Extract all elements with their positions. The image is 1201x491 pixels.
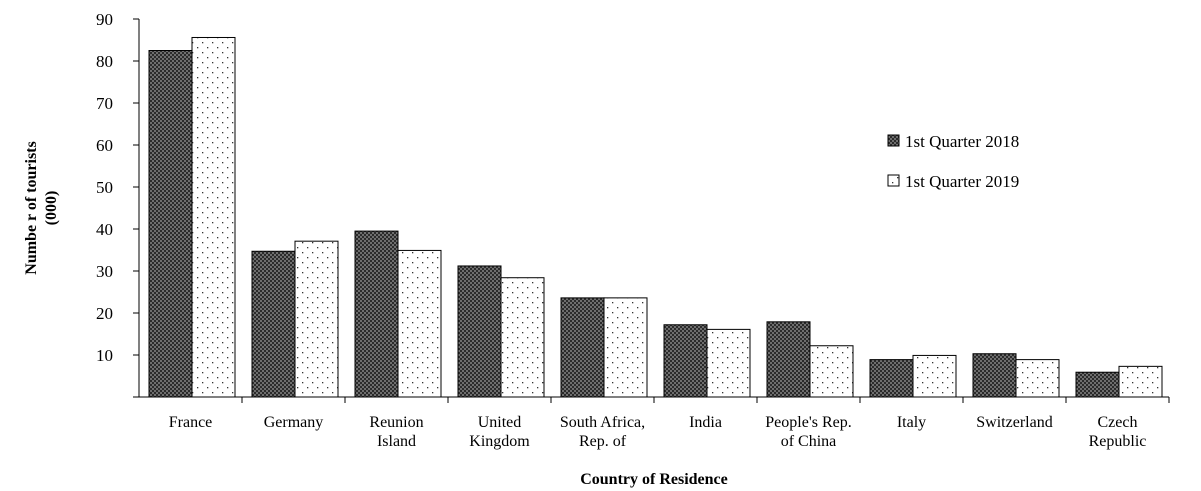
bar-2018-0	[149, 51, 192, 398]
x-axis-title: Country of Residence	[580, 471, 728, 488]
legend-swatch-2018	[888, 135, 899, 146]
y-axis-title: (000)	[43, 191, 60, 226]
bar-2018-4	[561, 298, 604, 397]
bar-2018-9	[1076, 372, 1119, 397]
bar-2018-2	[355, 231, 398, 397]
bar-2019-6	[810, 346, 853, 397]
x-tick-label: Rep. of	[579, 433, 627, 450]
bar-2019-1	[295, 241, 338, 397]
x-tick-label: Kingdom	[469, 433, 530, 450]
x-tick-label: France	[169, 414, 213, 431]
bar-2018-5	[664, 325, 707, 397]
bar-2019-3	[501, 278, 544, 397]
bar-2018-7	[870, 360, 913, 397]
legend-label-2018: 1st Quarter 2018	[905, 132, 1019, 151]
bar-2019-4	[604, 298, 647, 397]
bar-2019-2	[398, 250, 441, 397]
bar-2019-0	[192, 37, 235, 397]
x-tick-label: United	[478, 414, 522, 431]
bar-2019-7	[913, 355, 956, 397]
y-tick-label: 90	[96, 10, 113, 29]
x-tick-label: Reunion	[369, 414, 423, 431]
y-tick-label: 30	[96, 262, 113, 281]
bar-2019-8	[1016, 360, 1059, 397]
bar-2019-5	[707, 329, 750, 397]
bar-2018-1	[252, 251, 295, 397]
x-tick-label: Germany	[264, 414, 324, 431]
x-tick-label: of China	[781, 433, 837, 450]
y-tick-label: 70	[96, 94, 113, 113]
x-tick-label: Switzerland	[976, 414, 1052, 431]
y-axis-title: Numbe r of tourists	[23, 141, 40, 274]
x-tick-label: Republic	[1089, 433, 1147, 450]
x-tick-label: Czech	[1098, 414, 1138, 431]
x-tick-label: People's Rep.	[765, 414, 851, 431]
y-tick-label: 40	[96, 220, 113, 239]
y-tick-label: 60	[96, 136, 113, 155]
legend: 1st Quarter 2018 1st Quarter 2019	[888, 132, 1019, 191]
bar-2018-8	[973, 354, 1016, 397]
y-tick-label: 10	[96, 346, 113, 365]
bars-layer	[149, 37, 1162, 397]
y-tick-label: 20	[96, 304, 113, 323]
x-tick-label: South Africa,	[560, 414, 645, 431]
x-tick-label: Italy	[897, 414, 926, 431]
bar-2018-6	[767, 322, 810, 397]
bar-2019-9	[1119, 366, 1162, 397]
x-tick-label: Island	[377, 433, 416, 450]
x-tick-label: India	[689, 414, 722, 431]
legend-swatch-2019	[888, 175, 899, 186]
y-tick-label: 50	[96, 178, 113, 197]
legend-label-2019: 1st Quarter 2019	[905, 172, 1019, 191]
y-tick-label: 80	[96, 52, 113, 71]
bar-2018-3	[458, 266, 501, 397]
